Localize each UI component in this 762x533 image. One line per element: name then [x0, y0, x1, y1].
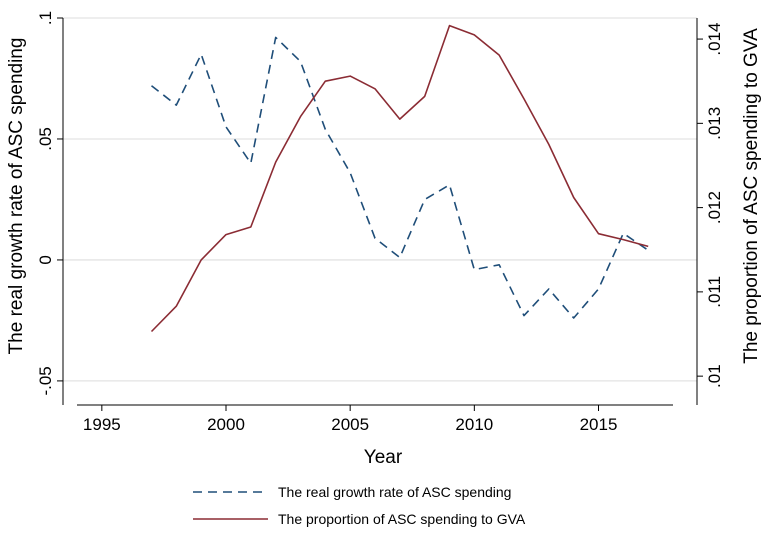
right-y-tick-label-0: .01	[705, 364, 724, 388]
x-axis-title: Year	[364, 447, 403, 468]
right-y-axis-title: The proportion of ASC spending to GVA	[741, 28, 762, 364]
left-y-tick-label-0: -.05	[36, 366, 55, 395]
x-tick-label-2: 2005	[331, 415, 369, 434]
right-y-tick-label-2: .012	[705, 191, 724, 224]
x-tick-label-0: 1995	[83, 415, 121, 434]
right-y-tick-label-3: .013	[705, 107, 724, 140]
left-y-tick-label-2: .05	[36, 127, 55, 151]
left-y-tick-label-1: 0	[36, 255, 55, 264]
data-series	[150, 24, 649, 333]
left-y-axis-title: The real growth rate of ASC spending	[6, 38, 27, 355]
legend-label-proportion: The proportion of ASC spending to GVA	[278, 511, 526, 527]
axes	[62, 18, 698, 406]
x-tick-label-4: 2015	[580, 415, 618, 434]
right-y-tick-label-4: .014	[705, 23, 724, 56]
gridlines	[63, 17, 697, 382]
legend: The real growth rate of ASC spending The…	[193, 484, 526, 527]
legend-label-growth-rate: The real growth rate of ASC spending	[278, 484, 511, 500]
series-line-1	[150, 24, 649, 333]
x-tick-label-3: 2010	[455, 415, 493, 434]
x-tick-label-1: 2000	[207, 415, 245, 434]
left-y-tick-label-3: .1	[36, 11, 55, 25]
tick-marks-and-labels: -.05 0 .05 .1 .01 .011 .012 .013 .014 1995 2000 200…	[36, 11, 724, 434]
series-line-0	[151, 36, 649, 319]
right-y-tick-label-1: .011	[705, 276, 724, 308]
